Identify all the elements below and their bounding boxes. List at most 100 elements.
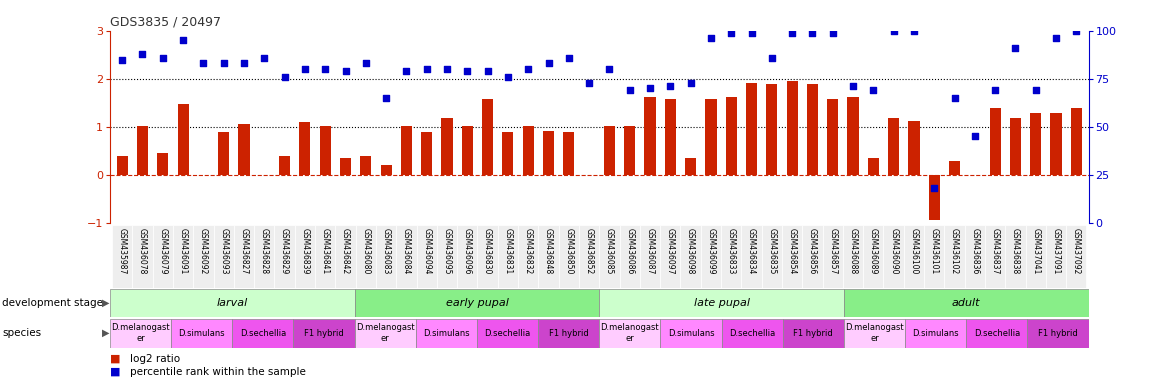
Bar [340,158,351,175]
Bar [990,109,1001,175]
Point [214,60,233,66]
Point [235,60,254,66]
Point [763,55,782,61]
Bar [538,319,600,348]
Text: ■: ■ [110,367,120,377]
Bar [1026,225,1046,288]
Text: GSM436084: GSM436084 [402,228,411,274]
Text: species: species [2,328,42,338]
Text: D.melanogast
er: D.melanogast er [111,323,170,343]
Text: log2 ratio: log2 ratio [130,354,179,364]
Text: late pupal: late pupal [694,298,749,308]
Bar [320,126,331,175]
Bar [396,225,417,288]
Text: GSM437041: GSM437041 [1032,228,1040,274]
Text: GSM436839: GSM436839 [300,228,309,274]
Text: ▶: ▶ [102,298,109,308]
Point [154,55,173,61]
Bar [213,225,234,288]
Text: GSM437092: GSM437092 [1072,228,1080,274]
Text: ▶: ▶ [102,328,109,338]
Text: GSM436099: GSM436099 [706,228,716,274]
Text: GSM436091: GSM436091 [178,228,188,274]
Text: D.simulans: D.simulans [178,329,225,338]
Bar [665,99,676,175]
Text: GSM436101: GSM436101 [930,228,939,274]
Text: GSM436841: GSM436841 [321,228,330,274]
Bar [193,225,213,288]
Bar [1050,113,1062,175]
Point [742,30,761,36]
Point [702,35,720,41]
Text: D.sechellia: D.sechellia [730,329,776,338]
Text: GSM436088: GSM436088 [849,228,858,274]
Point [133,51,152,57]
Point [721,30,740,36]
Point [438,66,456,72]
Bar [1067,225,1086,288]
Bar [908,121,919,175]
Bar [767,84,777,175]
Bar [218,132,229,175]
Point [459,68,477,74]
Point [640,85,659,91]
Text: GSM436842: GSM436842 [340,228,350,274]
Bar [1071,109,1082,175]
Point [295,66,314,72]
Point [417,66,435,72]
Bar [132,225,153,288]
Text: GSM436830: GSM436830 [483,228,492,274]
Bar [336,225,356,288]
Point [904,28,923,34]
Bar [600,289,844,317]
Bar [112,225,132,288]
Bar [360,156,372,175]
Bar [234,225,254,288]
Text: GSM436832: GSM436832 [523,228,533,274]
Text: GSM436080: GSM436080 [361,228,371,274]
Bar [422,132,432,175]
Bar [600,319,660,348]
Bar [844,289,1089,317]
Bar [153,225,173,288]
Text: D.simulans: D.simulans [423,329,470,338]
Point [195,60,213,66]
Text: GSM436087: GSM436087 [645,228,654,274]
Text: GSM435987: GSM435987 [118,228,126,274]
Point [600,66,618,72]
Text: ■: ■ [110,354,120,364]
Bar [354,289,600,317]
Bar [863,225,884,288]
Bar [233,319,293,348]
Bar [538,225,558,288]
Bar [660,225,681,288]
Text: GSM436838: GSM436838 [1011,228,1020,274]
Bar [681,225,701,288]
Bar [437,225,457,288]
Bar [929,175,940,220]
Point [844,83,863,89]
Point [681,79,699,86]
Bar [299,122,310,175]
Bar [786,81,798,175]
Bar [279,156,291,175]
Bar [477,319,538,348]
Point [357,60,375,66]
Bar [1010,118,1021,175]
Text: GSM436856: GSM436856 [808,228,816,274]
Bar [686,158,696,175]
Text: GSM436083: GSM436083 [382,228,390,274]
Bar [293,319,354,348]
Bar [376,225,396,288]
Bar [356,225,376,288]
Text: GSM436093: GSM436093 [219,228,228,274]
Bar [640,225,660,288]
Bar [274,225,295,288]
Point [864,87,882,93]
Point [783,30,801,36]
Bar [645,97,655,175]
Bar [660,319,721,348]
Point [336,68,354,74]
Bar [295,225,315,288]
Bar [315,225,336,288]
